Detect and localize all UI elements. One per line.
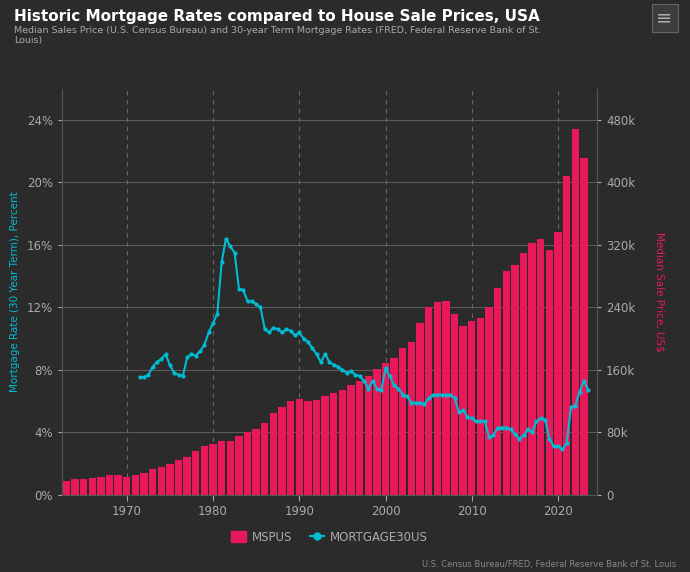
Bar [149, 470, 157, 495]
Bar [416, 323, 424, 495]
Bar [235, 436, 243, 495]
Text: U.S. Census Bureau/FRED, Federal Reserve Bank of St. Louis: U.S. Census Bureau/FRED, Federal Reserve… [422, 560, 676, 569]
Y-axis label: Mortgage Rate (30 Year Term), Percent: Mortgage Rate (30 Year Term), Percent [10, 192, 20, 392]
Bar [511, 265, 519, 495]
Bar [278, 407, 286, 495]
Bar [442, 301, 450, 495]
Bar [451, 313, 458, 495]
Bar [209, 444, 217, 495]
Bar [485, 307, 493, 495]
Bar [244, 432, 251, 495]
Bar [502, 272, 510, 495]
Bar [115, 475, 122, 495]
Bar [563, 176, 571, 495]
Bar [425, 307, 433, 495]
Bar [330, 394, 337, 495]
Bar [477, 317, 484, 495]
Bar [408, 343, 415, 495]
Bar [201, 446, 208, 495]
Bar [175, 460, 182, 495]
Bar [537, 239, 544, 495]
Bar [313, 400, 320, 495]
Bar [347, 386, 355, 495]
Bar [399, 348, 406, 495]
Text: ≡: ≡ [656, 9, 673, 27]
Y-axis label: Median Sale Price, US$: Median Sale Price, US$ [655, 232, 664, 352]
Bar [218, 441, 226, 495]
Bar [157, 467, 165, 495]
Text: Median Sales Price (U.S. Census Bureau) and 30-year Term Mortgage Rates (FRED, F: Median Sales Price (U.S. Census Bureau) … [14, 26, 541, 45]
Bar [554, 232, 562, 495]
Bar [295, 399, 303, 495]
Bar [520, 253, 527, 495]
Bar [123, 476, 130, 495]
Bar [468, 321, 475, 495]
Bar [382, 363, 389, 495]
Bar [287, 401, 295, 495]
Bar [270, 413, 277, 495]
Bar [192, 451, 199, 495]
Bar [529, 243, 536, 495]
Bar [373, 369, 381, 495]
Bar [322, 396, 329, 495]
Bar [494, 288, 502, 495]
Bar [166, 464, 174, 495]
Bar [63, 480, 70, 495]
Bar [88, 478, 96, 495]
Bar [184, 456, 191, 495]
Bar [132, 475, 139, 495]
Legend: MSPUS, MORTGAGE30US: MSPUS, MORTGAGE30US [231, 531, 428, 544]
Bar [391, 358, 398, 495]
Bar [433, 302, 441, 495]
Bar [80, 479, 88, 495]
Bar [261, 423, 268, 495]
Bar [140, 473, 148, 495]
Bar [71, 479, 79, 495]
Text: Historic Mortgage Rates compared to House Sale Prices, USA: Historic Mortgage Rates compared to Hous… [14, 9, 540, 23]
Bar [226, 440, 234, 495]
Bar [253, 429, 260, 495]
Bar [580, 158, 588, 495]
Bar [106, 475, 113, 495]
Bar [364, 376, 372, 495]
Bar [356, 381, 364, 495]
Bar [339, 390, 346, 495]
Bar [571, 129, 579, 495]
Bar [304, 401, 312, 495]
Bar [546, 249, 553, 495]
Bar [460, 325, 467, 495]
Bar [97, 477, 105, 495]
